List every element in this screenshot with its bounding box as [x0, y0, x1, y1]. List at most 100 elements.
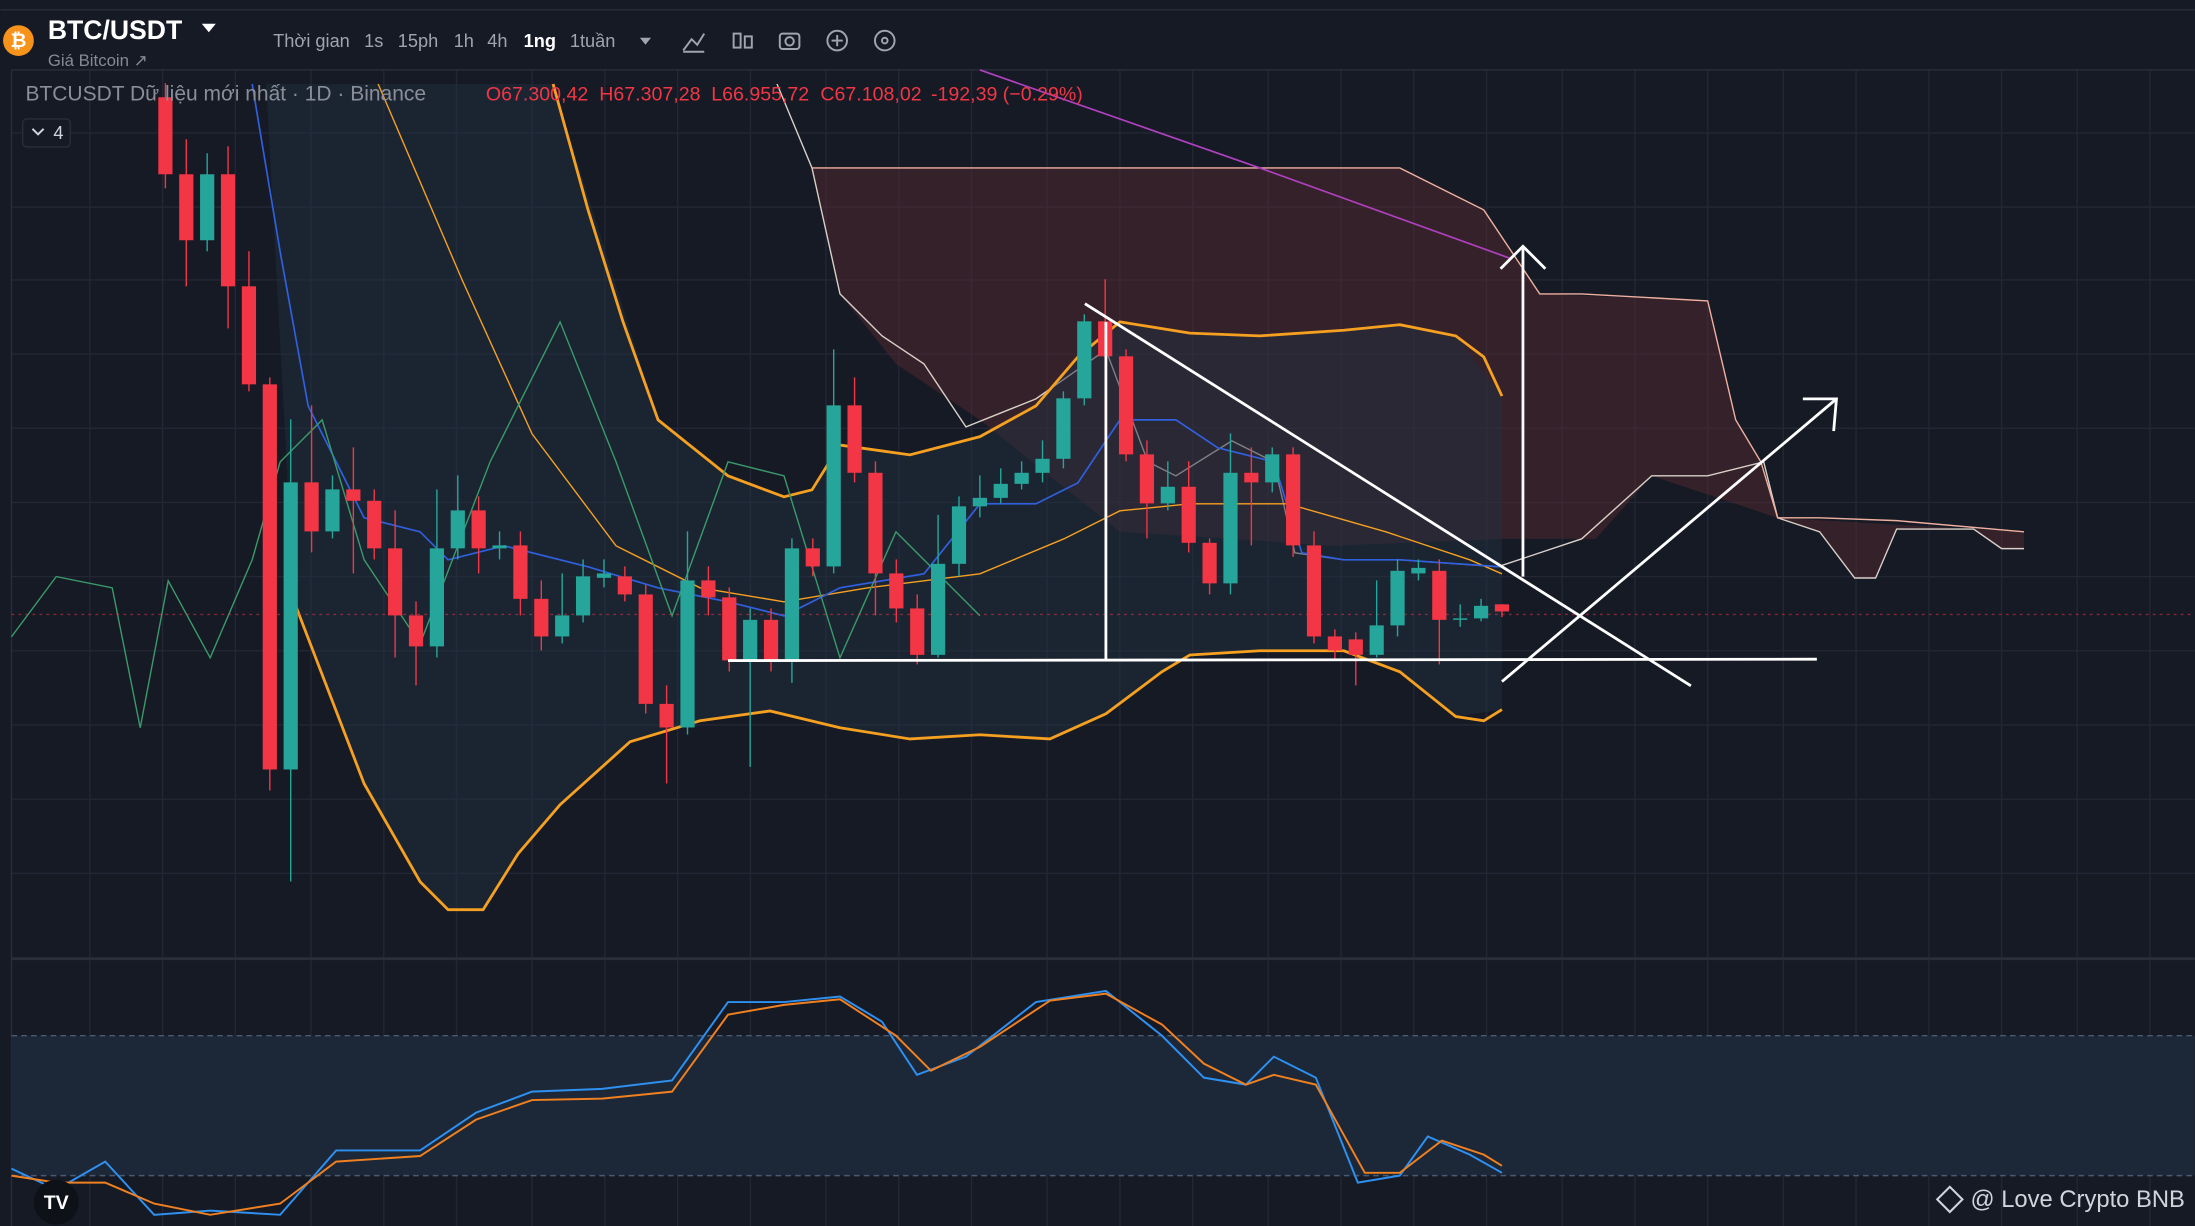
candle-body [1014, 472, 1029, 484]
indicator-icon[interactable] [682, 33, 706, 51]
candle-body [534, 598, 549, 637]
candle-body [868, 472, 883, 574]
toolbar-item[interactable]: 15ph [398, 31, 438, 51]
symbol-dropdown[interactable] [201, 23, 216, 33]
add-icon[interactable] [826, 29, 848, 52]
candle-body [972, 497, 987, 507]
candle-body [680, 580, 695, 728]
candle-body [1306, 545, 1322, 637]
candle-body [1348, 639, 1363, 655]
candle-body [1286, 454, 1301, 546]
candle-body [1369, 625, 1384, 655]
candle-body [1202, 542, 1217, 584]
watermark-icon [1935, 1185, 1964, 1214]
candle-body [1056, 398, 1071, 459]
candle-body [617, 576, 632, 595]
tv-logo[interactable]: TV [44, 1192, 69, 1214]
candle-body [1077, 321, 1092, 399]
candle-body [492, 545, 507, 549]
candle-body [910, 608, 925, 655]
candle-body [1160, 486, 1175, 504]
toolbar-item[interactable]: 1s [364, 31, 383, 51]
candle-body [450, 510, 465, 549]
stoch-band [11, 1035, 2195, 1176]
candle-body [743, 619, 758, 661]
candle-body [993, 483, 1008, 498]
candle-body [555, 615, 570, 637]
stoch-d [11, 992, 1503, 1216]
camera-icon[interactable] [778, 32, 801, 50]
candle-body [1494, 604, 1510, 612]
toolbar-item[interactable]: 1ng [524, 31, 556, 51]
candle-body [408, 615, 424, 647]
legend-change: -192,39 (−0.29%) [931, 83, 1083, 105]
toolbar-item[interactable]: Thời gian [273, 31, 350, 51]
candle-body [951, 506, 967, 564]
candle-body [826, 405, 841, 567]
toolbar: Thời gian 1s 15ph 1h 4h 1ng 1tuần [273, 31, 615, 51]
toolbar-icons [682, 29, 896, 53]
stoch-k [11, 989, 1503, 1216]
candle-body [805, 548, 820, 567]
camera-lens[interactable] [784, 36, 795, 47]
watermark: @ Love Crypto BNB [1970, 1186, 2184, 1213]
candle-icon[interactable] [743, 35, 753, 49]
subtitle: Giá Bitcoin ↗ [48, 51, 148, 70]
indicators-chevron[interactable] [31, 128, 45, 136]
candle-body [471, 510, 486, 549]
candle-body [784, 548, 800, 662]
annotations [728, 244, 1838, 687]
settings-icon-core[interactable] [880, 36, 889, 45]
candle-body [388, 548, 403, 616]
tv-logo-bg[interactable] [33, 1179, 79, 1225]
candle-body [1432, 570, 1447, 620]
indicators-toggle[interactable] [21, 118, 71, 148]
middle-band [377, 83, 1503, 603]
candle-body [1265, 454, 1280, 483]
band-fill [266, 83, 1502, 910]
symbol[interactable]: BTC/USDT [48, 15, 182, 45]
toolbar-item[interactable]: 1tuần [570, 31, 616, 51]
legend-close: C67.108,02 [820, 83, 921, 105]
legend-low: L66.955,72 [711, 83, 809, 105]
candle-body [847, 405, 862, 473]
candle-body [638, 594, 653, 704]
candle-icon[interactable] [732, 32, 742, 49]
candle-body [1244, 472, 1259, 483]
candle-body [220, 174, 236, 287]
candle-body [659, 703, 674, 728]
candle-body [1223, 472, 1238, 584]
candle-body [1473, 605, 1489, 619]
candle-body [179, 174, 194, 241]
settings-icon[interactable] [873, 29, 896, 52]
indicators-count[interactable]: 4 [53, 123, 63, 143]
legend-high: H67.307,28 [599, 83, 700, 105]
toolbar-item[interactable]: 1h [454, 31, 474, 51]
candle-body [701, 580, 716, 598]
top-bar [0, 0, 2195, 70]
candle-body [429, 548, 444, 647]
candle-body [200, 174, 215, 241]
candle-body [596, 573, 612, 578]
candle-body [1181, 486, 1196, 543]
cloud-line [811, 167, 2025, 533]
candle-body [262, 384, 277, 770]
candle-body [367, 500, 382, 549]
candle-body [158, 97, 173, 175]
candle-body [283, 482, 298, 770]
bitcoin-logo [3, 25, 34, 56]
candle-body [1139, 454, 1155, 504]
legend-label: BTCUSDT Dữ liệu mới nhất · 1D · Binance [25, 83, 426, 106]
candle-body [575, 576, 591, 616]
candle-body [889, 573, 904, 609]
ma-line [979, 69, 1513, 260]
interval-dropdown[interactable] [639, 37, 652, 45]
toolbar-item[interactable]: 4h [487, 31, 507, 51]
candle-body [763, 619, 779, 662]
candles [158, 83, 1510, 882]
lower-band [292, 601, 1503, 912]
candle-body [1327, 636, 1342, 651]
candle-body [1390, 570, 1405, 626]
candle-body [346, 489, 361, 501]
